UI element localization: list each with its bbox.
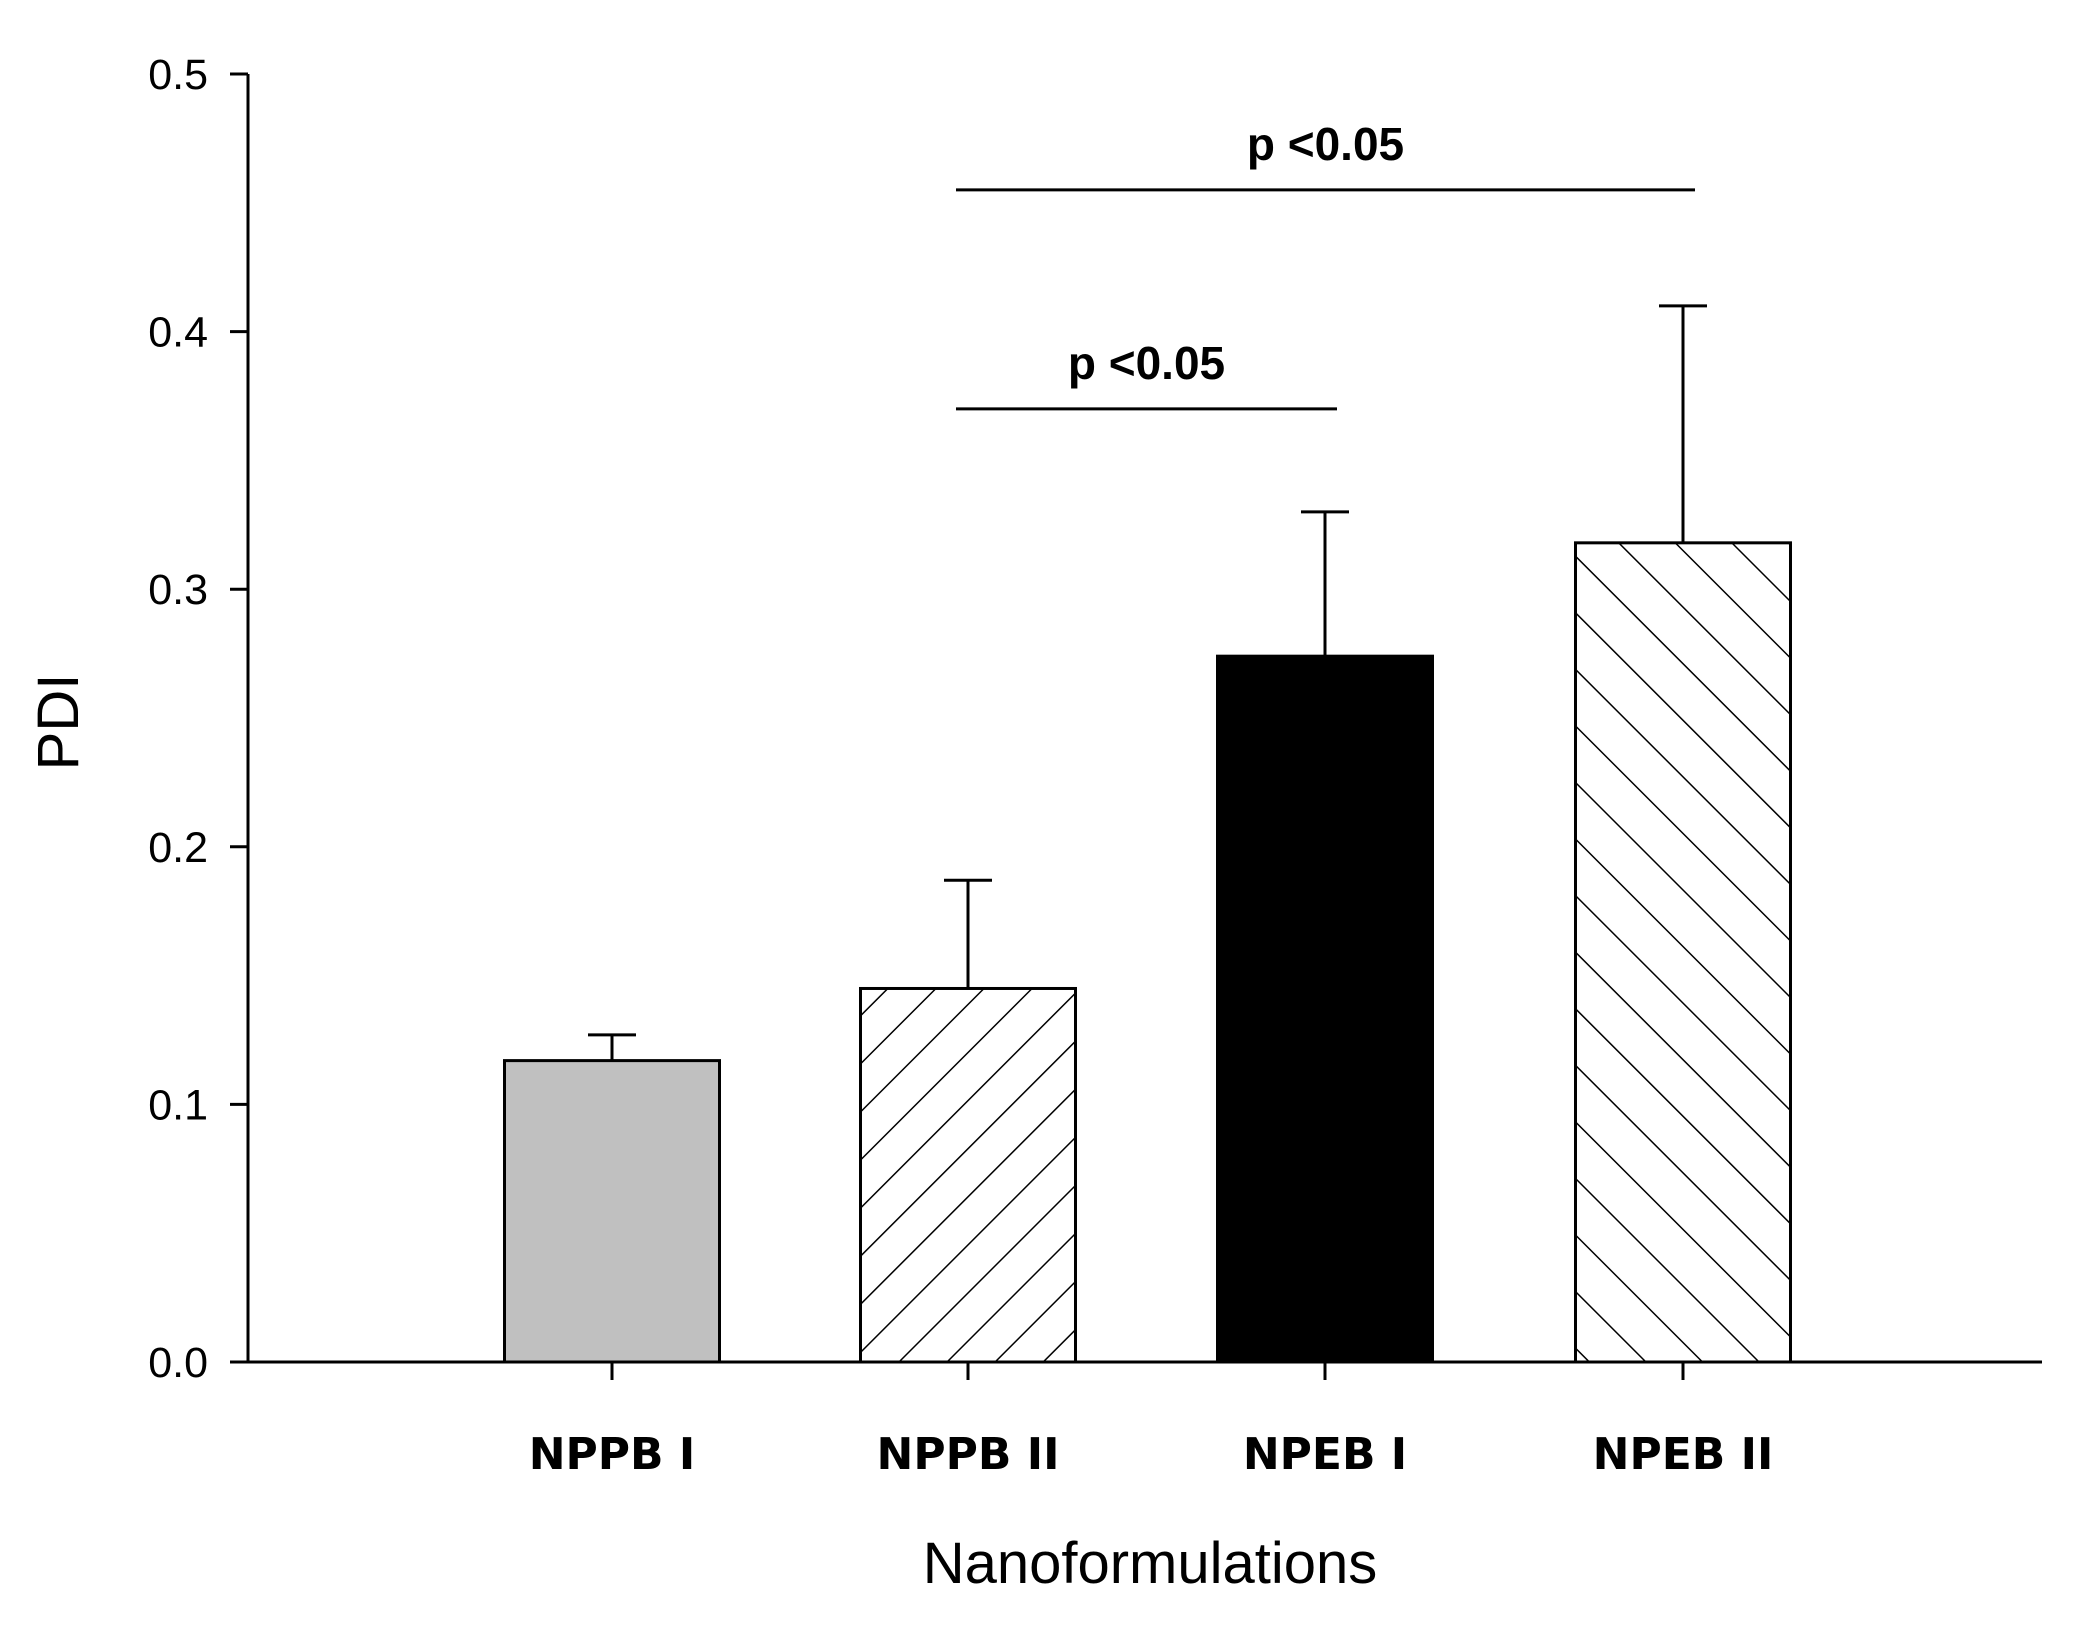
- x-tick-label-0: NPPB I: [529, 1429, 696, 1480]
- y-tick-label-5: 0.5: [148, 51, 208, 99]
- y-tick-label-0: 0.0: [148, 1339, 208, 1387]
- x-tick-label-3: NPEB II: [1593, 1429, 1774, 1480]
- y-tick-label-4: 0.4: [148, 309, 208, 357]
- x-tick-label-2: NPEB I: [1243, 1429, 1407, 1480]
- x-axis-title: Nanoformulations: [923, 1531, 1378, 1596]
- bar-0: [503, 1059, 721, 1364]
- y-tick-label-1: 0.1: [148, 1081, 208, 1129]
- y-axis-title: PDI: [26, 674, 91, 771]
- y-tick-label-3: 0.3: [148, 566, 208, 614]
- significance-label-1: p <0.05: [1247, 118, 1404, 170]
- y-tick-label-2: 0.2: [148, 824, 208, 872]
- x-tick-label-1: NPPB II: [877, 1429, 1060, 1480]
- bar-3: [1574, 541, 1792, 1364]
- significance-label-0: p <0.05: [1068, 337, 1225, 389]
- bar-2: [1216, 654, 1434, 1364]
- bar-1: [859, 986, 1077, 1364]
